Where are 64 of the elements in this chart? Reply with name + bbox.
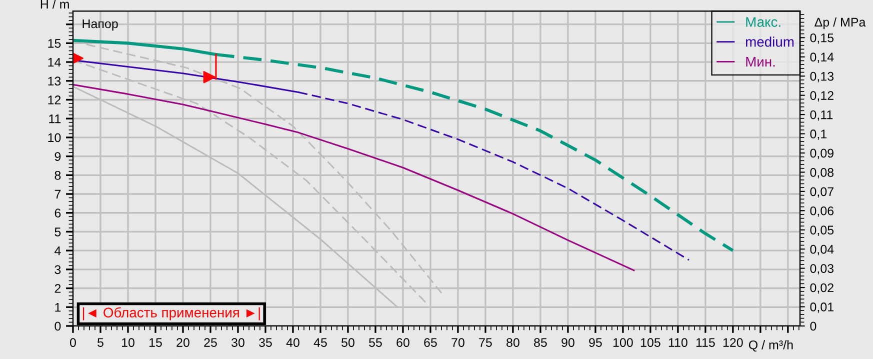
x-tick-label: 50	[342, 338, 354, 347]
y2-tick-label: 0,01	[810, 302, 834, 313]
y-tick-label: 0	[54, 322, 61, 331]
y2-axis-title: Δp / MPa	[814, 17, 866, 30]
y-tick-label: 15	[48, 39, 61, 48]
y2-tick-label: 0,06	[810, 206, 834, 217]
x-tick-label: 5	[98, 338, 104, 347]
y2-tick-label: 0,07	[810, 187, 834, 198]
y-tick-label: 1	[55, 303, 61, 312]
legend-label: Мин.	[746, 56, 775, 67]
annotation: |◄ Область применения ►|	[82, 307, 260, 320]
y2-tick-label: 0,04	[810, 244, 834, 256]
x-axis-title: Q / m³/h	[748, 340, 793, 352]
y2-tick-label: 0,12	[810, 91, 834, 102]
x-tick-label: 55	[369, 338, 382, 347]
x-tick-label: 20	[176, 338, 190, 347]
x-tick-label: 15	[149, 338, 162, 347]
x-tick-label: 120	[723, 338, 743, 347]
y-tick-label: 11	[49, 114, 61, 124]
x-tick-label: 30	[231, 338, 244, 347]
y2-tick-label: 0,14	[810, 52, 834, 64]
x-tick-label: 110	[668, 338, 688, 347]
x-tick-label: 80	[506, 338, 520, 347]
y2-tick-label: 0,05	[810, 226, 834, 236]
x-tick-label: 60	[396, 338, 410, 347]
legend-label: medium	[746, 36, 794, 47]
legend-label: Макс.	[746, 17, 780, 27]
y2-tick-label: 0,11	[810, 110, 833, 121]
x-tick-label: 105	[640, 338, 660, 347]
x-tick-label: 100	[613, 338, 633, 347]
x-tick-label: 35	[258, 338, 272, 347]
y2-tick-label: 0,02	[810, 283, 834, 294]
y2-tick-label: 0,09	[810, 148, 834, 160]
y2-tick-label: 0,1	[810, 130, 827, 140]
y-tick-label: 13	[48, 76, 61, 86]
y2-tick-label: 0,15	[810, 33, 834, 44]
y-tick-label: 9	[54, 152, 61, 161]
x-tick-label: 75	[479, 338, 492, 347]
x-tick-label: 95	[589, 338, 602, 347]
annotation: Напор	[82, 19, 118, 31]
y2-tick-label: 0,13	[810, 72, 834, 82]
y-tick-label: 7	[54, 190, 61, 199]
y-tick-label: 5	[54, 228, 61, 236]
y-tick-label: 10	[48, 133, 61, 142]
x-tick-label: 85	[534, 338, 547, 347]
x-tick-label: 90	[562, 338, 574, 347]
y-tick-label: 2	[54, 284, 61, 293]
x-tick-label: 70	[452, 338, 464, 347]
y-tick-label: 6	[54, 208, 61, 218]
x-tick-label: 25	[204, 338, 217, 347]
y2-tick-label: 0,03	[810, 264, 834, 274]
x-tick-label: 115	[696, 338, 715, 347]
y-tick-label: 3	[54, 265, 61, 274]
y-tick-label: 4	[54, 246, 61, 256]
y2-tick-label: 0,08	[810, 168, 834, 178]
x-tick-label: 10	[122, 338, 134, 347]
y-tick-label: 8	[54, 170, 61, 180]
x-tick-label: 0	[70, 338, 76, 347]
y-tick-label: 12	[48, 96, 61, 104]
x-tick-label: 65	[424, 338, 437, 347]
y-tick-label: 14	[48, 58, 61, 67]
x-tick-label: 45	[314, 338, 327, 347]
x-tick-label: 40	[286, 338, 300, 347]
y2-tick-label: 0	[810, 322, 816, 331]
